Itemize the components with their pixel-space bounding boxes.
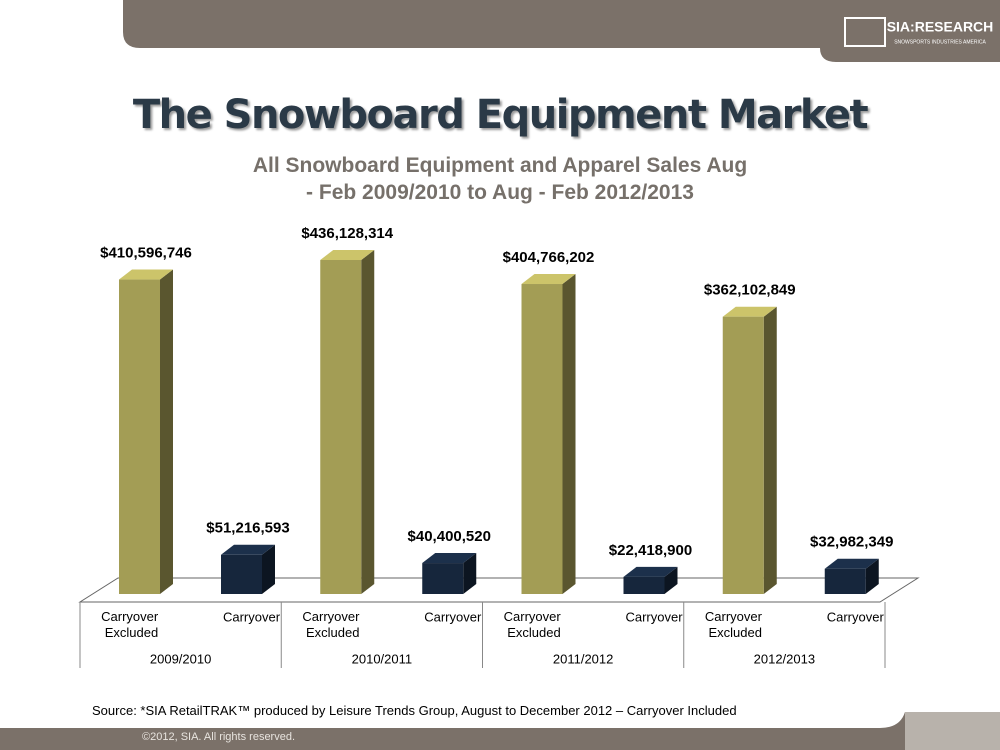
- logo: SIA:RESEARCH: [887, 19, 994, 35]
- bar-top: [119, 269, 173, 280]
- series-label: Carryover Excluded: [101, 609, 162, 640]
- group-label: 2011/2012: [553, 651, 614, 666]
- title: The Snowboard Equipment Market: [132, 92, 869, 138]
- bar-top: [824, 558, 879, 569]
- series-label: Carryover: [827, 609, 885, 624]
- logo-subtitle: SNOWSPORTS INDUSTRIES AMERICA: [894, 39, 986, 45]
- bar: [221, 554, 262, 594]
- bar: [722, 316, 764, 594]
- plot: 2009/2010 $410,596,746 Carryover Excluded $…: [79, 225, 893, 668]
- series-label: Carryover: [424, 609, 482, 624]
- bar-top: [320, 250, 375, 260]
- bar: [521, 284, 563, 594]
- bar-side: [562, 274, 576, 594]
- bar-top: [422, 553, 477, 564]
- value-label: $362,102,849: [704, 282, 796, 299]
- series-label: Carryover: [223, 609, 281, 624]
- group-label: 2009/2010: [150, 651, 211, 666]
- logo-icon: [844, 17, 886, 47]
- series-label: Carryover Excluded: [302, 609, 363, 640]
- bar-top: [521, 274, 576, 285]
- bar: [119, 279, 160, 594]
- bar: [824, 568, 866, 594]
- bar: [623, 576, 665, 594]
- bar-side: [361, 250, 375, 594]
- bar-side: [262, 544, 275, 594]
- bar-side: [664, 566, 678, 594]
- series-label: Carryover Excluded: [504, 609, 565, 640]
- bar: [320, 260, 362, 594]
- top-band: [123, 0, 1000, 62]
- floor: [78, 577, 920, 603]
- value-label: $404,766,202: [503, 249, 595, 266]
- bar-top: [722, 306, 777, 317]
- source: Source: *SIA RetailTRAK™ produced by Lei…: [92, 703, 737, 718]
- series-label: Carryover: [625, 609, 683, 624]
- series-label: Carryover Excluded: [705, 609, 766, 640]
- value-label: $436,128,314: [301, 225, 393, 242]
- bar-side: [763, 306, 777, 594]
- value-label: $51,216,593: [206, 520, 289, 537]
- value-label: $40,400,520: [408, 528, 491, 545]
- bar-side: [865, 558, 879, 594]
- bottom-band: [0, 712, 1000, 750]
- bar-top: [623, 566, 678, 577]
- value-label: $22,418,900: [609, 542, 692, 559]
- value-label: $410,596,746: [100, 245, 192, 262]
- group-label: 2012/2013: [754, 651, 815, 666]
- bar-side: [463, 553, 477, 594]
- bar: [422, 563, 464, 594]
- group-label: 2010/2011: [352, 651, 413, 666]
- subtitle: All Snowboard Equipment and Apparel Sale…: [252, 154, 748, 204]
- bottom-band-light: [905, 712, 1000, 750]
- value-label: $32,982,349: [810, 534, 893, 551]
- bar-top: [221, 544, 275, 555]
- copyright: ©2012, SIA. All rights reserved.: [142, 731, 296, 743]
- bar-side: [160, 269, 173, 594]
